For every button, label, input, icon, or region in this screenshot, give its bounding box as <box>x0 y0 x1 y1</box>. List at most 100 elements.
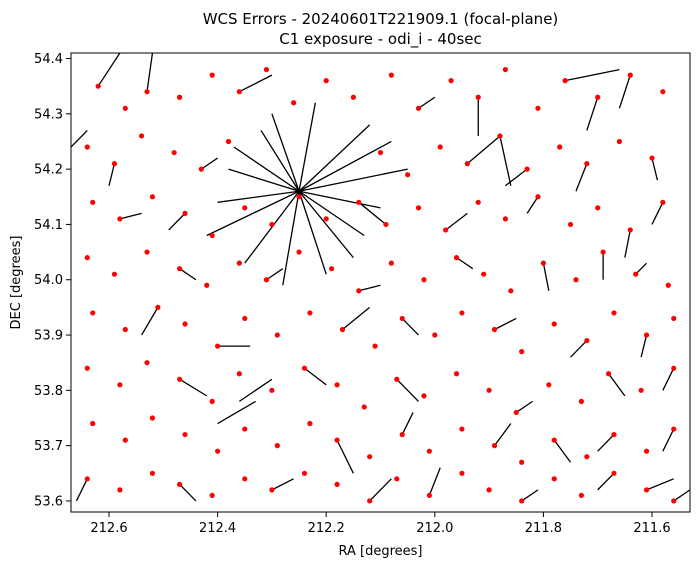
error-vector <box>499 135 512 186</box>
source-point <box>323 78 329 84</box>
error-vector <box>75 478 88 502</box>
source-point <box>111 161 118 167</box>
error-vector <box>651 202 664 225</box>
source-point <box>155 304 161 310</box>
y-axis-label: DEC [degrees] <box>9 236 24 330</box>
source-point <box>660 89 666 95</box>
error-vector <box>618 74 631 109</box>
source-point <box>421 277 427 283</box>
source-point <box>611 470 617 476</box>
source-point <box>269 487 275 493</box>
y-tick-label: 54.3 <box>34 107 63 122</box>
source-point <box>567 221 574 228</box>
source-point <box>459 426 465 432</box>
source-point <box>535 105 541 111</box>
source-point <box>117 382 123 388</box>
source-point <box>242 476 248 482</box>
source-point <box>372 343 378 349</box>
error-vector <box>260 130 300 192</box>
error-vector <box>179 268 197 281</box>
source-point <box>242 426 248 432</box>
source-point <box>323 216 329 222</box>
source-point <box>562 78 568 84</box>
source-point <box>432 332 438 338</box>
y-axis-ticks: 53.6 53.7 53.8 53.9 54.0 54.1 54.2 54.3 54.4 <box>34 52 71 509</box>
source-point <box>595 94 601 100</box>
source-point <box>236 89 242 95</box>
source-point <box>535 194 541 200</box>
source-point <box>367 454 373 460</box>
error-vector <box>71 129 88 148</box>
error-vector <box>244 190 300 264</box>
error-vector <box>298 102 316 192</box>
source-point <box>339 326 346 333</box>
y-tick-label: 54.1 <box>34 218 63 233</box>
source-point <box>122 437 128 443</box>
source-point <box>551 476 557 482</box>
source-point <box>540 260 546 266</box>
source-point <box>415 205 422 211</box>
error-vector <box>445 212 468 231</box>
source-point <box>209 492 215 499</box>
source-point <box>367 498 373 504</box>
source-point <box>481 271 487 277</box>
source-point <box>671 426 677 432</box>
source-point <box>296 249 302 255</box>
error-vector <box>570 340 588 358</box>
error-vector <box>146 53 154 92</box>
source-point <box>356 288 362 294</box>
source-point <box>578 492 585 499</box>
error-vector <box>640 334 648 358</box>
source-point <box>171 149 177 156</box>
x-tick-label: 211.6 <box>633 521 670 536</box>
source-point <box>551 437 557 443</box>
error-vector <box>168 212 186 231</box>
error-vector <box>108 163 116 186</box>
source-point <box>584 161 590 167</box>
source-point <box>421 393 427 399</box>
error-vector <box>428 467 441 496</box>
source-point <box>459 470 465 476</box>
x-tick-label: 211.8 <box>525 521 562 536</box>
error-vector <box>597 434 615 452</box>
error-vector <box>304 367 327 386</box>
error-vector <box>217 190 300 203</box>
source-point <box>117 216 123 222</box>
error-vector <box>673 489 690 502</box>
source-point <box>627 227 633 233</box>
error-vector <box>542 263 550 291</box>
source-point <box>595 205 601 211</box>
source-point <box>182 321 188 327</box>
source-point <box>508 288 514 294</box>
source-point <box>334 382 340 388</box>
source-point <box>405 172 411 178</box>
error-vector <box>401 412 414 435</box>
source-point <box>291 100 297 106</box>
error-vector <box>179 483 197 502</box>
error-vector <box>298 191 327 275</box>
source-point <box>176 266 183 272</box>
source-point <box>334 437 340 443</box>
source-point <box>144 89 150 95</box>
y-tick-label: 53.6 <box>34 494 63 509</box>
error-vector <box>575 163 588 192</box>
x-tick-label: 212.6 <box>90 521 127 536</box>
source-point <box>329 266 335 272</box>
source-point <box>437 144 443 150</box>
source-point <box>296 194 302 200</box>
source-point <box>443 227 449 233</box>
error-vector <box>200 157 218 170</box>
source-point <box>453 371 460 377</box>
source-point <box>274 332 280 338</box>
source-point <box>524 166 530 172</box>
chart-title: WCS Errors - 20240601T221909.1 (focal-pl… <box>203 10 559 28</box>
source-point <box>274 443 280 449</box>
source-point <box>426 492 432 499</box>
error-vector <box>456 257 474 270</box>
source-point <box>605 371 612 377</box>
y-tick-label: 53.8 <box>34 384 63 399</box>
source-point <box>84 255 90 261</box>
source-point <box>491 326 498 333</box>
source-point <box>198 166 204 172</box>
